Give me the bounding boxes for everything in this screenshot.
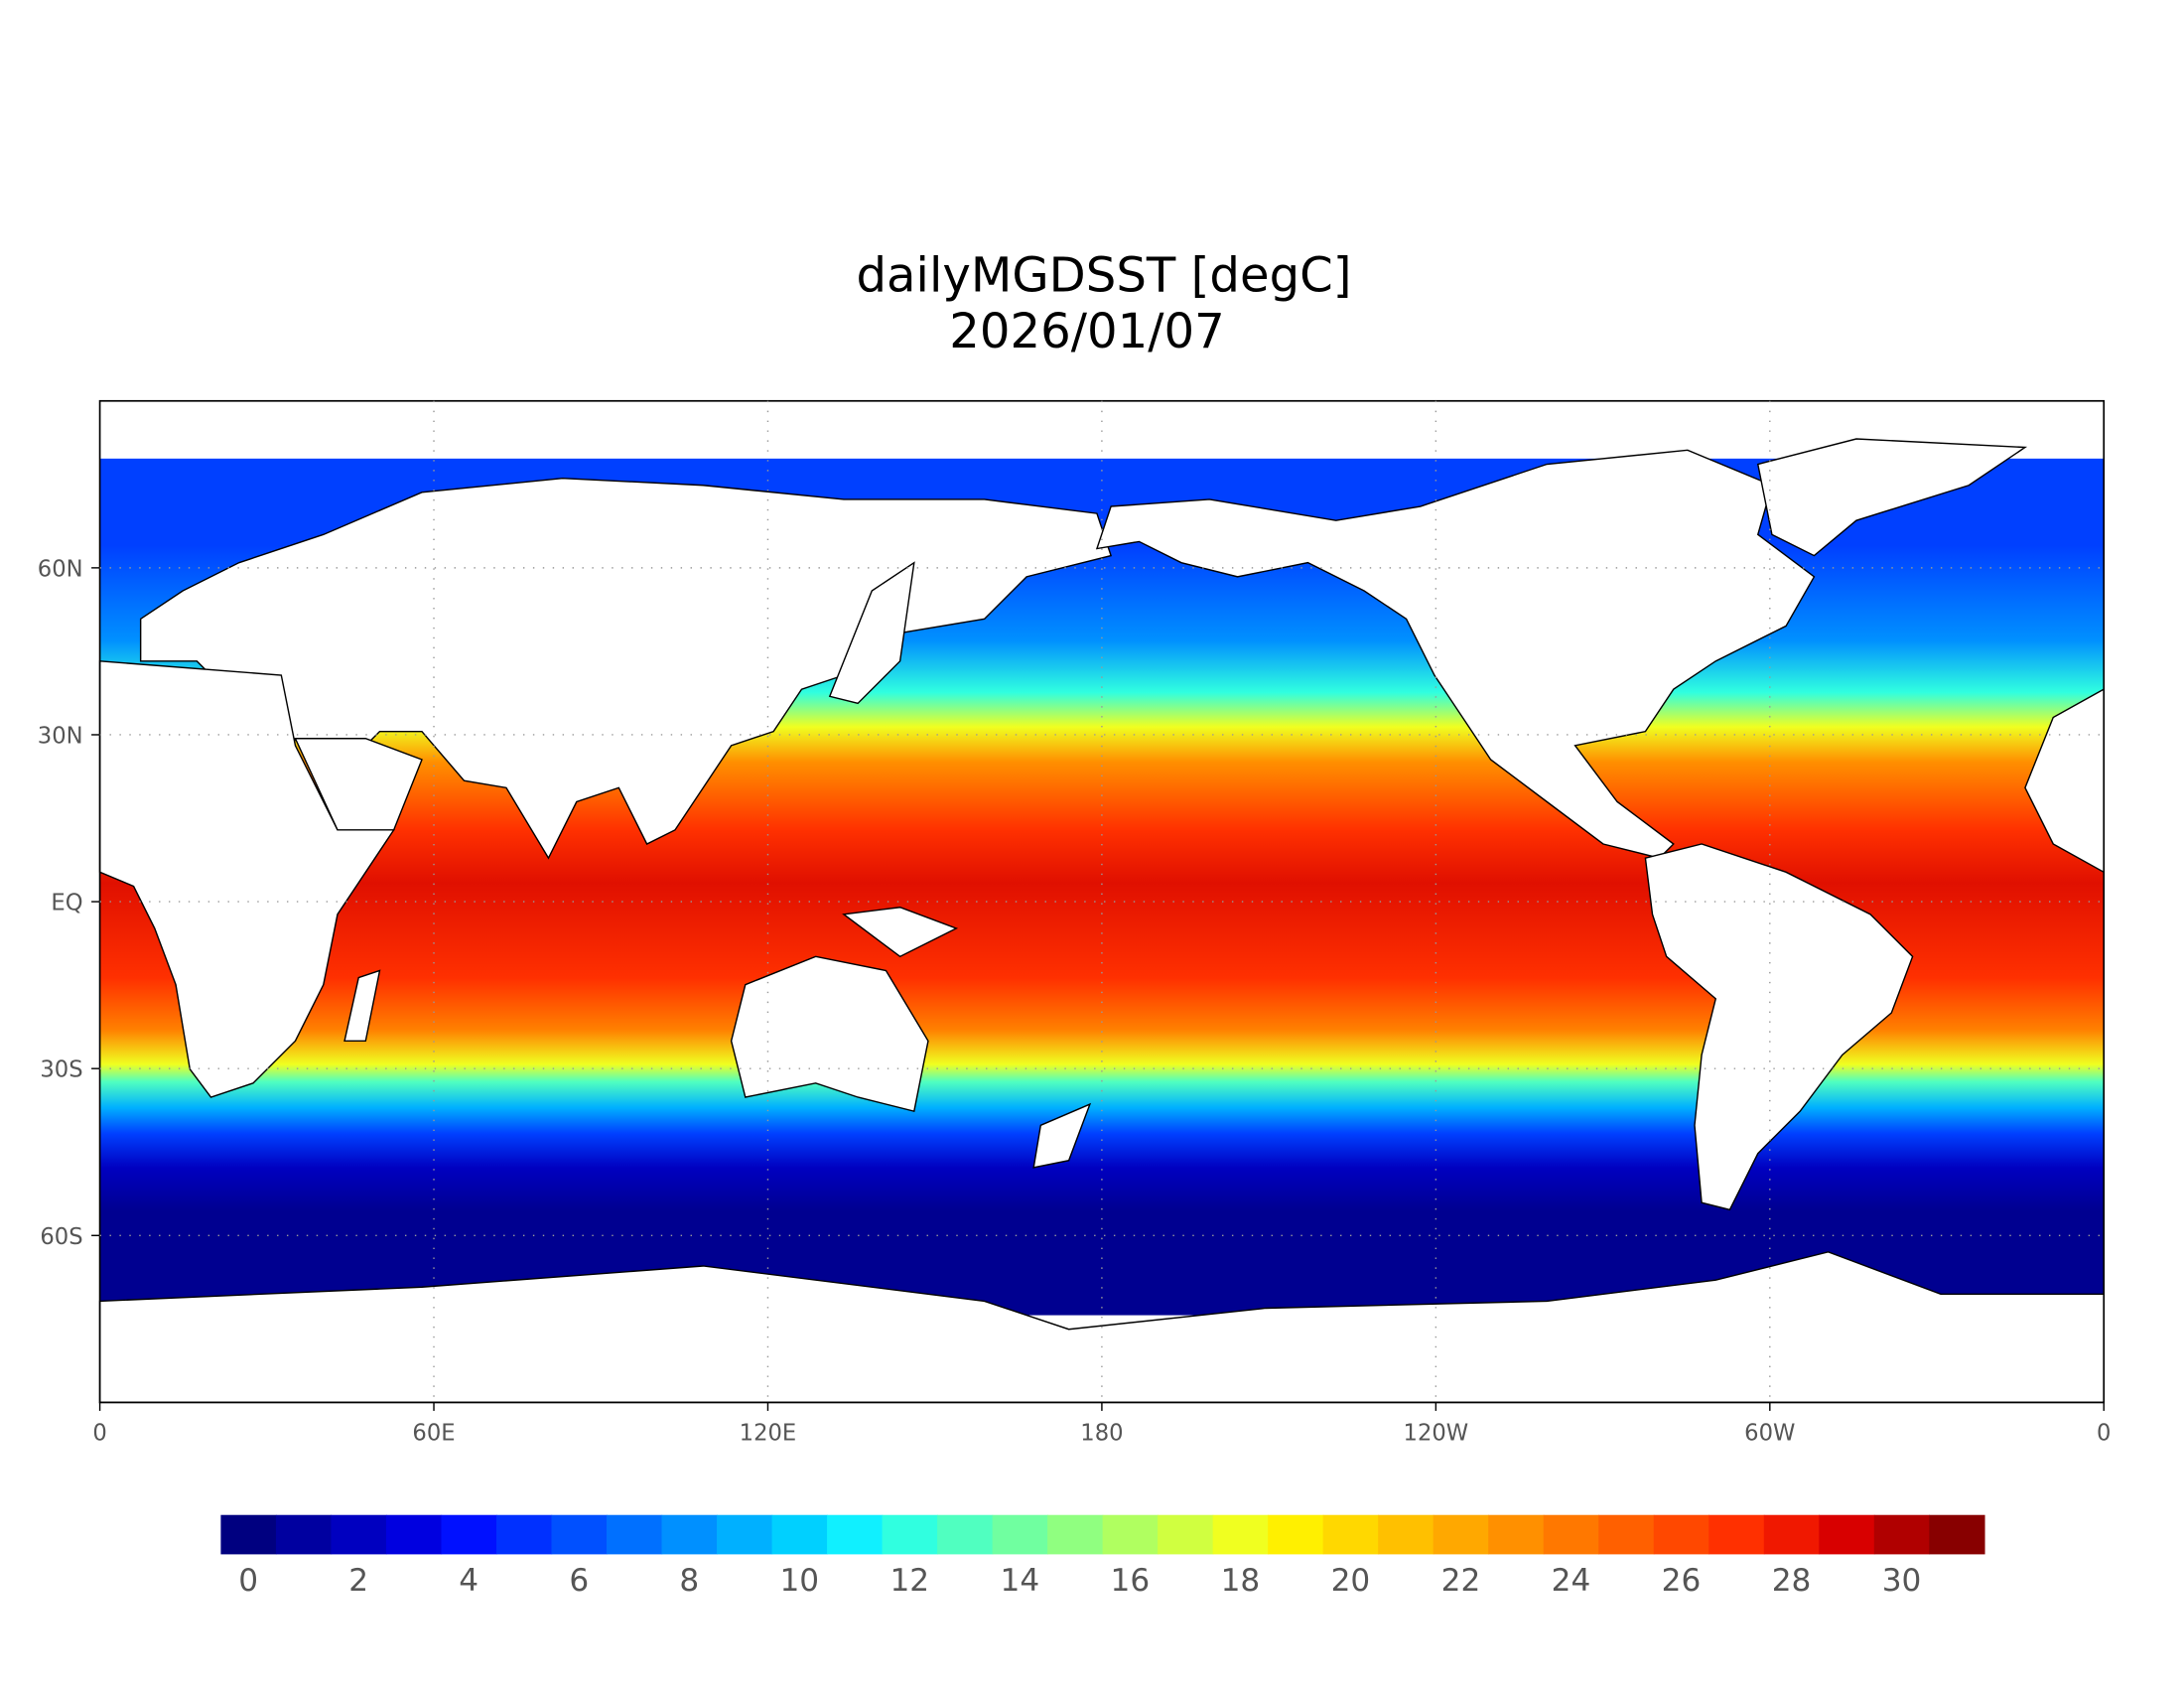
colorbar-cell <box>331 1514 387 1555</box>
colorbar-tick-label: 10 <box>779 1563 819 1599</box>
colorbar-tick-label: 8 <box>679 1563 699 1599</box>
colorbar-tick-label: 20 <box>1331 1563 1371 1599</box>
x-tick-label: 120W <box>1404 1421 1469 1447</box>
colorbar-cell <box>661 1514 718 1555</box>
colorbar-tick-label: 6 <box>569 1563 589 1599</box>
colorbar-tick-label: 18 <box>1221 1563 1261 1599</box>
colorbar-tick-label: 28 <box>1772 1563 1812 1599</box>
x-tick-label: 180 <box>1080 1421 1123 1447</box>
x-tick-label: 60W <box>1744 1421 1795 1447</box>
map-date: 2026/01/07 <box>949 304 1225 359</box>
colorbar-cell <box>1158 1514 1214 1555</box>
colorbar-cell <box>441 1514 497 1555</box>
colorbar-cell <box>992 1514 1048 1555</box>
colorbar-tick-label: 16 <box>1111 1563 1151 1599</box>
y-tick-label: 60S <box>40 1224 82 1250</box>
x-tick-label: 0 <box>2097 1421 2111 1447</box>
colorbar-cell <box>1488 1514 1545 1555</box>
y-tick-label: EQ <box>51 891 82 916</box>
colorbar-cell <box>275 1514 333 1555</box>
colorbar-tick-label: 26 <box>1662 1563 1702 1599</box>
map-title: dailyMGDSST [degC] <box>856 247 1351 303</box>
colorbar-cell <box>1212 1514 1269 1555</box>
colorbar-cell <box>607 1514 663 1555</box>
x-tick-label: 0 <box>92 1421 106 1447</box>
colorbar-tick-label: 0 <box>238 1563 258 1599</box>
colorbar-tick-label: 4 <box>459 1563 478 1599</box>
y-tick-label: 30N <box>38 723 83 749</box>
colorbar-cell <box>827 1514 884 1555</box>
colorbar-tick-label: 24 <box>1552 1563 1591 1599</box>
x-tick-label: 60E <box>412 1421 455 1447</box>
colorbar-cell <box>551 1514 608 1555</box>
colorbar-cell <box>1708 1514 1765 1555</box>
colorbar-tick-label: 22 <box>1441 1563 1481 1599</box>
colorbar-cell <box>1819 1514 1875 1555</box>
colorbar-cell <box>1598 1514 1655 1555</box>
colorbar-tick-label: 12 <box>889 1563 929 1599</box>
colorbar-cell <box>1102 1514 1159 1555</box>
colorbar-cell <box>771 1514 828 1555</box>
colorbar-cell <box>1653 1514 1709 1555</box>
colorbar-cell <box>1268 1514 1324 1555</box>
x-tick-label: 120E <box>740 1421 797 1447</box>
colorbar-cell <box>1873 1514 1931 1555</box>
colorbar-cell <box>495 1514 553 1555</box>
colorbar-tick-label: 2 <box>348 1563 368 1599</box>
colorbar-cell <box>1378 1514 1434 1555</box>
y-tick-label: 30S <box>40 1057 82 1083</box>
colorbar-cell <box>1929 1514 1985 1555</box>
colorbar-cell <box>1047 1514 1104 1555</box>
colorbar-tick-label: 14 <box>1001 1563 1040 1599</box>
colorbar-cell <box>717 1514 773 1555</box>
colorbar-cell <box>1543 1514 1599 1555</box>
colorbar-cell <box>882 1514 938 1555</box>
colorbar-tick-label: 30 <box>1882 1563 1922 1599</box>
colorbar-cell <box>1433 1514 1489 1555</box>
colorbar-cell <box>385 1514 443 1555</box>
colorbar-cell <box>937 1514 994 1555</box>
colorbar-cell <box>1763 1514 1821 1555</box>
y-tick-label: 60N <box>38 556 83 582</box>
colorbar-cell <box>1322 1514 1379 1555</box>
colorbar-cell <box>220 1514 277 1555</box>
